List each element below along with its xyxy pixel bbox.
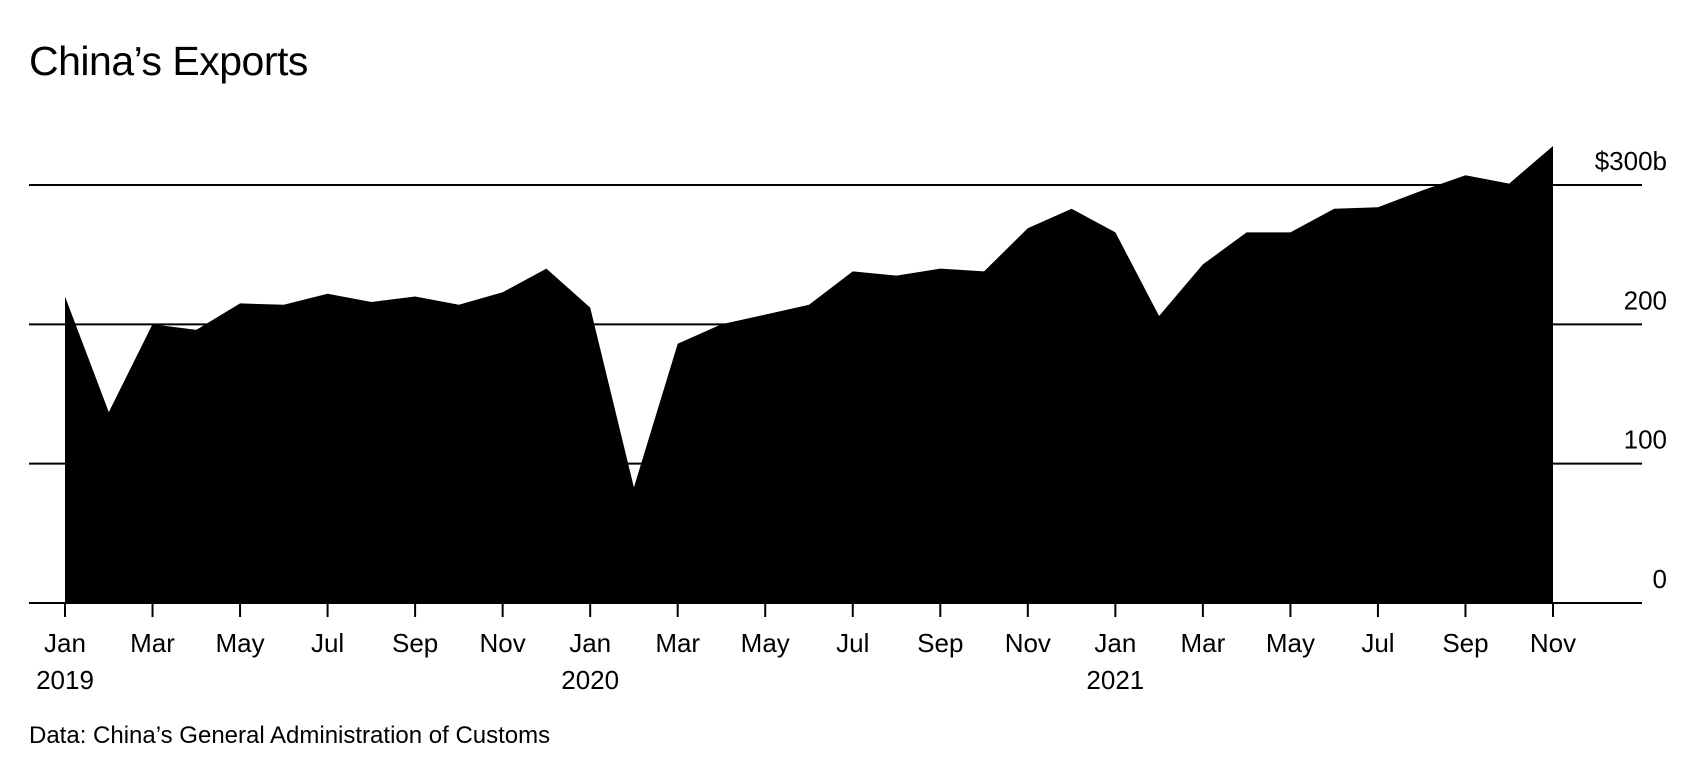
x-tick-label: Sep xyxy=(1442,628,1488,658)
x-year-label: 2021 xyxy=(1086,665,1144,695)
x-tick-label: Sep xyxy=(392,628,438,658)
y-axis-labels: 0 100 200 $300b xyxy=(1595,146,1667,594)
x-tick-label: May xyxy=(215,628,264,658)
y-tick-label: 200 xyxy=(1624,285,1667,315)
x-year-label: 2020 xyxy=(561,665,619,695)
x-year-label: 2019 xyxy=(36,665,94,695)
x-tick-label: Sep xyxy=(917,628,963,658)
x-tick-label: Nov xyxy=(480,628,526,658)
x-axis: Jan 2019 Mar May Jul Sep Nov Jan 2020 Mar May Jul Se… xyxy=(36,603,1576,695)
x-tick-label: Jul xyxy=(1361,628,1394,658)
chart-title: China’s Exports xyxy=(29,38,308,84)
x-tick-label: Nov xyxy=(1005,628,1051,658)
x-tick-label: Jan xyxy=(1094,628,1136,658)
x-tick-label: Mar xyxy=(130,628,175,658)
x-tick-label: Jul xyxy=(311,628,344,658)
y-tick-label: $300b xyxy=(1595,146,1667,176)
x-tick-label: Mar xyxy=(655,628,700,658)
x-tick-label: Jan xyxy=(569,628,611,658)
source-note: Data: China’s General Administration of … xyxy=(29,722,551,749)
x-tick-label: Jan xyxy=(44,628,86,658)
y-tick-label: 0 xyxy=(1653,564,1667,594)
x-tick-label: May xyxy=(1266,628,1315,658)
x-tick-label: Mar xyxy=(1180,628,1225,658)
x-tick-label: May xyxy=(741,628,790,658)
x-tick-label: Jul xyxy=(836,628,869,658)
area-fill xyxy=(65,146,1553,603)
x-tick-label: Nov xyxy=(1530,628,1576,658)
y-tick-label: 100 xyxy=(1624,425,1667,455)
area-series xyxy=(65,146,1553,603)
